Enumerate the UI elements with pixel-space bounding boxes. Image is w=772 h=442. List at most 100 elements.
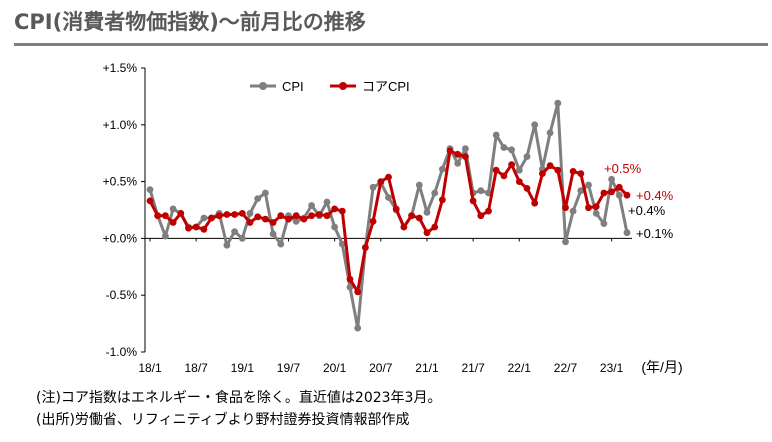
y-tick-label: +1.0% bbox=[103, 118, 138, 132]
data-point-core-cpi bbox=[515, 178, 523, 186]
data-point-core-cpi bbox=[246, 219, 254, 226]
data-point-cpi bbox=[454, 160, 462, 167]
x-unit-label: (年/月) bbox=[641, 359, 682, 375]
data-point-cpi bbox=[262, 189, 269, 197]
x-tick-label: 19/7 bbox=[277, 361, 301, 375]
data-point-core-cpi bbox=[362, 244, 369, 251]
data-point-core-cpi bbox=[269, 219, 277, 226]
x-tick-label: 19/1 bbox=[231, 361, 255, 375]
data-point-core-cpi bbox=[508, 161, 515, 169]
data-point-core-cpi bbox=[400, 223, 408, 231]
data-point-cpi bbox=[508, 146, 515, 154]
data-point-core-cpi bbox=[592, 203, 600, 211]
chart-axes: +1.5% +1.0% +0.5% +0.0% -0.5% -1.0%18/1 18/7 19… bbox=[103, 61, 683, 375]
data-point-cpi bbox=[269, 230, 277, 238]
data-point-core-cpi bbox=[469, 197, 477, 205]
data-point-core-cpi bbox=[308, 212, 315, 220]
y-tick-label: +0.0% bbox=[103, 231, 138, 245]
data-point-cpi bbox=[500, 144, 508, 151]
data-point-core-cpi bbox=[423, 229, 431, 237]
data-point-cpi bbox=[615, 191, 623, 199]
data-point-cpi bbox=[423, 208, 431, 216]
data-point-cpi bbox=[338, 240, 346, 248]
data-point-core-cpi bbox=[277, 212, 285, 220]
data-point-core-cpi bbox=[377, 178, 385, 186]
data-point-core-cpi bbox=[623, 191, 631, 199]
data-point-core-cpi bbox=[485, 207, 492, 215]
data-point-core-cpi bbox=[408, 212, 415, 220]
data-point-cpi bbox=[531, 121, 539, 129]
data-point-core-cpi bbox=[415, 214, 423, 222]
data-point-core-cpi bbox=[200, 225, 208, 233]
data-point-core-cpi bbox=[300, 215, 308, 223]
x-tick-label: 21/1 bbox=[415, 361, 439, 375]
data-point-core-cpi bbox=[169, 219, 177, 226]
data-point-cpi bbox=[277, 240, 285, 248]
data-point-cpi bbox=[523, 153, 531, 161]
data-point-cpi bbox=[385, 194, 392, 201]
data-point-cpi bbox=[246, 210, 254, 217]
data-point-core-cpi bbox=[608, 188, 615, 196]
data-point-core-cpi bbox=[346, 275, 354, 283]
data-point-cpi bbox=[439, 165, 446, 173]
data-point-cpi bbox=[354, 324, 362, 332]
data-point-core-cpi bbox=[439, 196, 446, 204]
data-point-core-cpi bbox=[477, 212, 485, 220]
footnote-source: (出所)労働省、リフィニティブより野村證券投資情報部作成 bbox=[36, 412, 410, 428]
x-tick-label: 21/7 bbox=[461, 361, 485, 375]
data-point-cpi bbox=[608, 175, 615, 183]
x-tick-label: 18/7 bbox=[184, 361, 208, 375]
x-tick-label: 20/1 bbox=[323, 361, 347, 375]
data-point-cpi bbox=[200, 214, 208, 222]
data-point-core-cpi bbox=[238, 210, 246, 217]
legend-marker bbox=[339, 82, 347, 90]
data-point-cpi bbox=[346, 283, 354, 291]
data-point-core-cpi bbox=[162, 212, 169, 220]
data-point-core-cpi bbox=[262, 215, 269, 223]
data-point-cpi bbox=[515, 166, 523, 174]
data-point-core-cpi bbox=[462, 153, 469, 161]
data-point-cpi bbox=[169, 205, 177, 213]
x-tick-label: 22/7 bbox=[554, 361, 578, 375]
data-point-cpi bbox=[231, 228, 239, 236]
legend-label: コアCPI bbox=[362, 79, 410, 94]
data-point-cpi bbox=[331, 223, 338, 231]
data-point-cpi bbox=[223, 241, 231, 249]
data-point-core-cpi bbox=[223, 211, 231, 218]
data-point-core-cpi bbox=[531, 199, 539, 207]
data-point-cpi bbox=[600, 220, 608, 228]
data-point-cpi bbox=[546, 129, 554, 137]
data-point-cpi bbox=[369, 183, 377, 191]
y-tick-label: +0.5% bbox=[103, 175, 138, 189]
legend-marker bbox=[259, 82, 267, 90]
data-point-core-cpi bbox=[154, 212, 162, 220]
legend-label: CPI bbox=[282, 79, 304, 94]
data-point-cpi bbox=[162, 232, 169, 240]
annotation-core-latest: +0.4% bbox=[636, 188, 674, 203]
data-point-core-cpi bbox=[146, 197, 154, 205]
data-point-cpi bbox=[623, 229, 631, 237]
annotation-core-peak: +0.5% bbox=[604, 161, 642, 176]
data-point-core-cpi bbox=[192, 223, 200, 231]
data-point-core-cpi bbox=[446, 147, 454, 155]
data-point-core-cpi bbox=[539, 170, 546, 178]
data-point-cpi bbox=[562, 238, 569, 246]
x-tick-label: 22/1 bbox=[508, 361, 532, 375]
data-point-cpi bbox=[254, 195, 262, 203]
data-point-cpi bbox=[146, 186, 154, 194]
data-point-core-cpi bbox=[569, 168, 577, 175]
y-tick-label: -0.5% bbox=[106, 288, 138, 302]
data-point-core-cpi bbox=[585, 204, 592, 212]
end-label-core-cpi: +0.4% bbox=[628, 203, 666, 218]
data-point-core-cpi bbox=[385, 173, 392, 181]
data-point-core-cpi bbox=[492, 166, 500, 174]
data-point-core-cpi bbox=[554, 166, 562, 174]
page-title: CPI(消費者物価指数)～前月比の推移 bbox=[14, 10, 366, 34]
y-tick-label: +1.5% bbox=[103, 61, 138, 75]
data-point-core-cpi bbox=[615, 183, 623, 191]
data-point-core-cpi bbox=[369, 218, 377, 225]
data-point-cpi bbox=[477, 187, 485, 195]
end-label-cpi: +0.1% bbox=[636, 226, 674, 241]
data-point-cpi bbox=[577, 187, 585, 195]
data-point-core-cpi bbox=[431, 223, 439, 231]
